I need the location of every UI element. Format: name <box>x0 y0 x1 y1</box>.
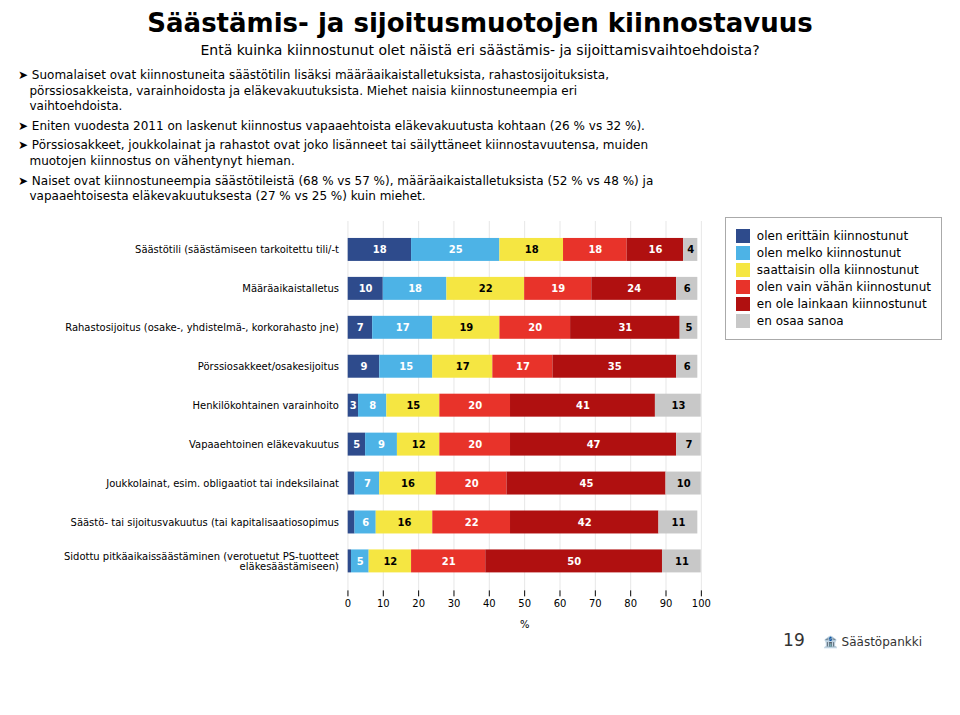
svg-text:16: 16 <box>398 516 412 527</box>
svg-text:9: 9 <box>360 361 367 372</box>
html-text:19: 19 <box>783 630 805 650</box>
svg-text:12: 12 <box>383 555 397 566</box>
svg-text:4: 4 <box>687 244 694 255</box>
svg-text:45: 45 <box>580 477 594 488</box>
svg-text:6: 6 <box>362 516 369 527</box>
html-text:➤ Naiset ovat kiinnostuneempia: ➤ Naiset ovat kiinnostuneempia säästötil… <box>18 173 654 204</box>
svg-text:5: 5 <box>686 322 693 333</box>
svg-text:Rahastosijoitus (osake-, yhdis: Rahastosijoitus (osake-, yhdistelmä-, ko… <box>65 322 339 333</box>
svg-text:Määräaikaistalletus: Määräaikaistalletus <box>242 283 339 294</box>
html-text:➤ Pörssiosakkeet, joukkolainat: ➤ Pörssiosakkeet, joukkolainat ja rahast… <box>18 138 649 168</box>
svg-text:18: 18 <box>588 244 602 255</box>
svg-text:Henkilökohtainen varainhoito: Henkilökohtainen varainhoito <box>193 400 339 411</box>
svg-text:Säästö- tai sijoitusvakuutus (: Säästö- tai sijoitusvakuutus (tai kapita… <box>71 516 339 527</box>
svg-text:41: 41 <box>576 400 590 411</box>
svg-text:40: 40 <box>483 598 496 609</box>
svg-text:Säästötili (säästämiseen tarko: Säästötili (säästämiseen tarkoitettu til… <box>135 244 339 255</box>
svg-text:30: 30 <box>448 598 461 609</box>
svg-text:0: 0 <box>345 598 351 609</box>
svg-text:42: 42 <box>578 516 592 527</box>
svg-text:6: 6 <box>684 283 691 294</box>
svg-text:80: 80 <box>624 598 637 609</box>
svg-text:25: 25 <box>449 244 463 255</box>
svg-text:50: 50 <box>567 555 581 566</box>
svg-text:50: 50 <box>518 598 531 609</box>
svg-text:5: 5 <box>353 439 360 450</box>
svg-text:16: 16 <box>401 477 415 488</box>
svg-text:10: 10 <box>359 283 373 294</box>
svg-text:7: 7 <box>357 322 364 333</box>
svg-text:%: % <box>520 619 529 630</box>
svg-text:35: 35 <box>608 361 622 372</box>
svg-text:Sidottu pitkäaikaissäästäminen: Sidottu pitkäaikaissäästäminen (verotuet… <box>64 550 339 571</box>
svg-text:31: 31 <box>618 322 632 333</box>
svg-text:21: 21 <box>442 555 456 566</box>
svg-text:20: 20 <box>468 439 482 450</box>
svg-text:70: 70 <box>589 598 602 609</box>
svg-text:Pörssiosakkeet/osakesijoitus: Pörssiosakkeet/osakesijoitus <box>198 361 339 372</box>
svg-text:15: 15 <box>406 400 420 411</box>
svg-text:16: 16 <box>648 244 662 255</box>
svg-text:20: 20 <box>528 322 542 333</box>
html-text:Säästämis- ja sijoitusmuotojen: Säästämis- ja sijoitusmuotojen kiinnosta… <box>147 8 813 38</box>
svg-text:100: 100 <box>692 598 711 609</box>
svg-text:13: 13 <box>671 400 685 411</box>
svg-text:8: 8 <box>369 400 376 411</box>
svg-text:17: 17 <box>396 322 410 333</box>
html-text:olen melko kiinnostunut: olen melko kiinnostunut <box>756 245 901 260</box>
html-text:olen erittäin kiinnostunut: olen erittäin kiinnostunut <box>756 228 909 243</box>
html-text:➤ Suomalaiset ovat kiinnostune: ➤ Suomalaiset ovat kiinnostuneita säästö… <box>18 68 609 114</box>
svg-text:15: 15 <box>399 361 413 372</box>
svg-text:20: 20 <box>412 598 425 609</box>
svg-text:3: 3 <box>350 400 357 411</box>
svg-text:17: 17 <box>516 361 530 372</box>
svg-text:19: 19 <box>551 283 565 294</box>
svg-text:90: 90 <box>660 598 673 609</box>
html-text:Entä kuinka kiinnostunut olet: Entä kuinka kiinnostunut olet näistä eri… <box>200 42 760 58</box>
svg-text:24: 24 <box>627 283 641 294</box>
svg-text:18: 18 <box>525 244 539 255</box>
svg-text:10: 10 <box>677 477 691 488</box>
svg-text:18: 18 <box>373 244 387 255</box>
svg-text:18: 18 <box>408 283 422 294</box>
svg-text:5: 5 <box>357 555 364 566</box>
svg-text:12: 12 <box>412 439 426 450</box>
svg-text:9: 9 <box>378 439 385 450</box>
html-text:olen vain vähän kiinnostunut: olen vain vähän kiinnostunut <box>756 279 931 294</box>
html-text:en osaa sanoa: en osaa sanoa <box>756 313 844 328</box>
html-text:en ole lainkaan kiinnostunut: en ole lainkaan kiinnostunut <box>756 296 927 311</box>
svg-text:6: 6 <box>684 361 691 372</box>
svg-text:10: 10 <box>377 598 390 609</box>
svg-text:20: 20 <box>468 400 482 411</box>
html-text:➤ Eniten vuodesta 2011 on lask: ➤ Eniten vuodesta 2011 on laskenut kiinn… <box>18 118 645 133</box>
svg-text:7: 7 <box>364 477 371 488</box>
svg-text:20: 20 <box>465 477 479 488</box>
svg-text:22: 22 <box>479 283 493 294</box>
svg-text:17: 17 <box>456 361 470 372</box>
svg-text:11: 11 <box>675 555 689 566</box>
svg-text:60: 60 <box>554 598 567 609</box>
svg-text:Joukkolainat, esim. obligaatio: Joukkolainat, esim. obligaatiot tai inde… <box>105 477 339 488</box>
html-text:saattaisin olla kiinnostunut: saattaisin olla kiinnostunut <box>756 262 919 277</box>
html-text:🏦 Säästöpankki: 🏦 Säästöpankki <box>822 635 922 649</box>
svg-text:Vapaaehtoinen eläkevakuutus: Vapaaehtoinen eläkevakuutus <box>189 439 339 450</box>
svg-text:7: 7 <box>686 439 693 450</box>
svg-text:47: 47 <box>587 439 601 450</box>
svg-text:22: 22 <box>465 516 479 527</box>
svg-text:19: 19 <box>459 322 473 333</box>
svg-text:11: 11 <box>671 516 685 527</box>
